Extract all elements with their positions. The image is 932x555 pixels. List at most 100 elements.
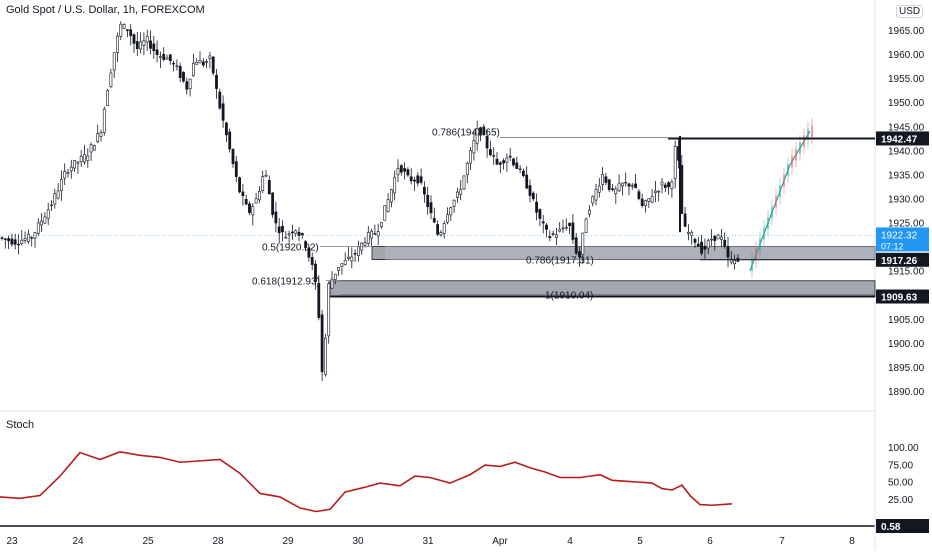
candle-body	[380, 222, 383, 228]
candle-body	[238, 177, 242, 193]
candle-body	[274, 211, 278, 224]
candle-body	[637, 191, 641, 199]
candle-body	[145, 36, 149, 43]
candle-body	[710, 238, 713, 241]
candle-body	[50, 204, 53, 207]
candle-body	[0, 237, 4, 239]
candle-body	[413, 179, 416, 182]
candle-body	[611, 188, 614, 191]
candle-body	[43, 216, 47, 224]
projection-body	[811, 125, 813, 137]
candle-body	[640, 198, 644, 206]
candle-body	[290, 231, 294, 234]
candle-body	[155, 49, 159, 55]
price-line-badge	[876, 289, 929, 304]
candle-body	[46, 209, 50, 219]
candle-body	[277, 226, 281, 234]
candle-body	[139, 41, 143, 50]
candle-body	[26, 233, 30, 242]
candle-body	[251, 206, 255, 216]
candle-body	[409, 176, 413, 182]
candle-body	[617, 183, 621, 192]
candle-body	[287, 233, 291, 236]
fib-label: 0.5(1920.02)	[262, 243, 319, 254]
candle-body	[459, 189, 463, 195]
candle-body	[429, 202, 433, 214]
time-tick-label: 24	[72, 536, 84, 547]
candle-body	[165, 57, 169, 60]
candle-body	[297, 231, 301, 236]
candle-body	[591, 196, 595, 204]
candle-body	[350, 256, 354, 262]
candle-body	[683, 213, 687, 227]
currency-badge[interactable]: USD	[896, 5, 924, 18]
candle-body	[439, 232, 443, 236]
candle-body	[142, 40, 146, 46]
axis-layer: 1965.00 1960.00 1955.00 1950.00 1945.00 1940.…	[6, 26, 929, 547]
candle-body	[508, 155, 512, 158]
candle-body	[680, 165, 684, 214]
price-tick-label: 1960.00	[888, 50, 925, 61]
candle-body	[83, 154, 86, 163]
candle-body	[495, 158, 499, 165]
candle-body	[436, 224, 440, 235]
candle-body	[706, 240, 710, 249]
candle-body	[690, 232, 694, 236]
candle-body	[10, 238, 14, 245]
candle-body	[327, 283, 331, 337]
candle-body	[422, 187, 426, 195]
zone-inner	[385, 246, 875, 260]
candle-body	[479, 127, 482, 135]
candle-body	[650, 196, 654, 203]
candle-body	[205, 61, 209, 63]
candle-body	[102, 108, 106, 133]
projection-body	[767, 217, 769, 229]
chart-title: Gold Spot / U.S. Dollar, 1h, FOREXCOM	[6, 4, 205, 16]
current-price-label: 1922.32	[881, 230, 918, 241]
candle-body	[518, 168, 522, 170]
candle-body	[396, 168, 400, 176]
candle-body	[607, 179, 611, 190]
time-tick-label: 31	[422, 536, 434, 547]
time-tick-label: 30	[352, 536, 364, 547]
time-tick-label: 4	[567, 536, 573, 547]
candle-body	[531, 192, 535, 200]
candle-body	[225, 122, 228, 136]
projection-body	[791, 155, 793, 168]
time-tick-label: 23	[6, 536, 18, 547]
price-tick-label: 1905.00	[888, 315, 925, 326]
candle-body	[634, 183, 638, 189]
candle-body	[663, 184, 667, 188]
candle-body	[449, 207, 453, 216]
fib-label: 0.786(1942.65)	[432, 128, 500, 139]
current-price-badge	[876, 227, 929, 252]
candle-body	[116, 35, 119, 53]
candle-body	[59, 179, 63, 191]
candle-body	[175, 65, 179, 67]
stoch-line	[0, 451, 733, 513]
candle-body	[168, 54, 172, 61]
candle-body	[248, 203, 251, 213]
candle-body	[419, 176, 423, 183]
candle-body	[36, 222, 40, 234]
candle-body	[723, 239, 727, 247]
candle-body	[241, 191, 245, 196]
candle-body	[267, 180, 271, 195]
candle-body	[208, 55, 212, 59]
projection-body	[807, 128, 809, 141]
candle-body	[574, 237, 578, 254]
candle-body	[89, 144, 93, 153]
candle-body	[337, 267, 341, 271]
projection-body	[783, 174, 785, 187]
candle-body	[333, 273, 337, 280]
candle-body	[159, 56, 162, 58]
candle-body	[307, 247, 311, 258]
candle-body	[340, 263, 344, 267]
candle-body	[96, 133, 100, 142]
candle-body	[7, 238, 11, 242]
candle-body	[561, 227, 565, 230]
price-tick-label: 1940.00	[888, 146, 925, 157]
candle-body	[726, 246, 730, 258]
candle-body	[597, 185, 601, 193]
